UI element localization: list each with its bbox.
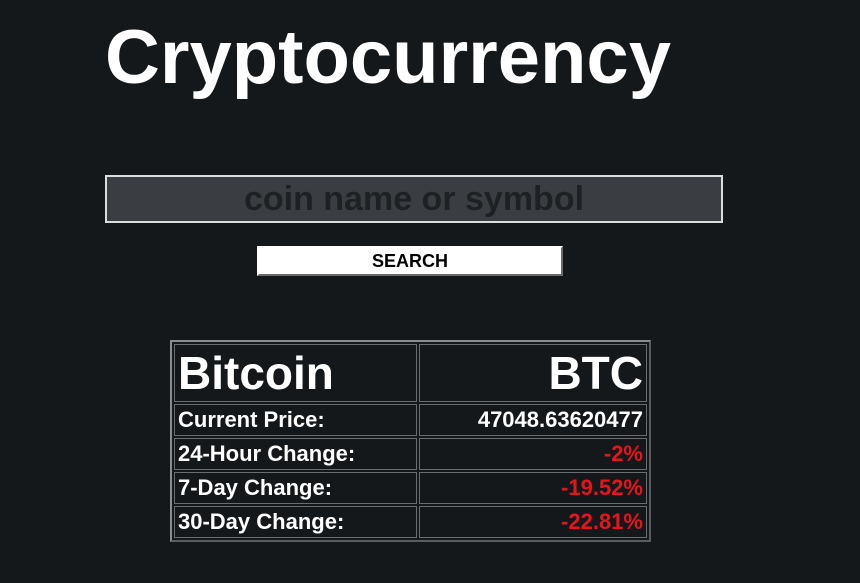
current-price-row: Current Price: 47048.63620477 bbox=[174, 404, 647, 436]
search-input[interactable] bbox=[105, 175, 723, 223]
change-24h-row: 24-Hour Change: -2% bbox=[174, 438, 647, 470]
current-price-label: Current Price: bbox=[174, 404, 418, 436]
change-7d-row: 7-Day Change: -19.52% bbox=[174, 472, 647, 504]
coin-info-table: Bitcoin BTC Current Price: 47048.6362047… bbox=[170, 340, 651, 542]
change-7d-label: 7-Day Change: bbox=[174, 472, 418, 504]
change-30d-value: -22.81% bbox=[419, 506, 647, 538]
change-24h-value: -2% bbox=[419, 438, 647, 470]
page-title: Cryptocurrency bbox=[105, 15, 671, 100]
change-24h-label: 24-Hour Change: bbox=[174, 438, 418, 470]
change-30d-label: 30-Day Change: bbox=[174, 506, 418, 538]
coin-name: Bitcoin bbox=[174, 344, 418, 402]
search-button[interactable]: SEARCH bbox=[257, 246, 563, 276]
coin-header-row: Bitcoin BTC bbox=[174, 344, 647, 402]
coin-symbol: BTC bbox=[419, 344, 647, 402]
current-price-value: 47048.63620477 bbox=[419, 404, 647, 436]
change-30d-row: 30-Day Change: -22.81% bbox=[174, 506, 647, 538]
change-7d-value: -19.52% bbox=[419, 472, 647, 504]
